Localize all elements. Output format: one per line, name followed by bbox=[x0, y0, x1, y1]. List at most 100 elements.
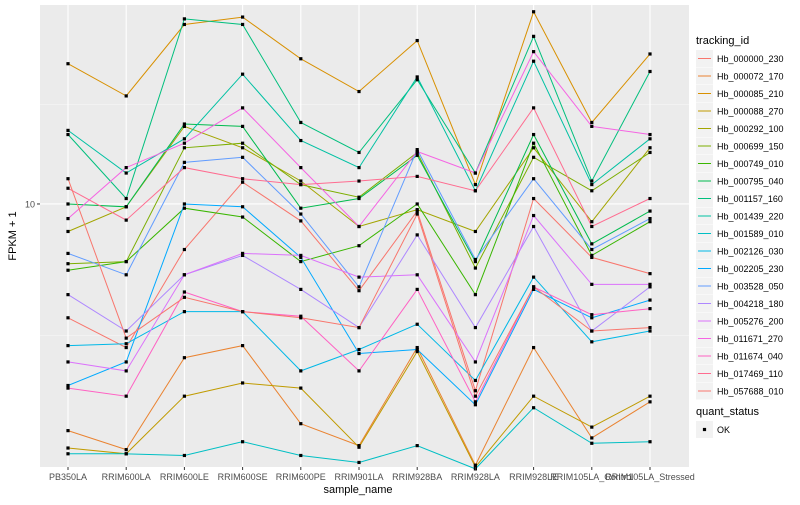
data-point bbox=[532, 177, 536, 181]
data-point bbox=[241, 177, 245, 181]
data-point bbox=[299, 255, 303, 260]
data-point bbox=[299, 138, 303, 143]
data-point bbox=[590, 179, 594, 183]
data-point bbox=[357, 150, 361, 155]
data-point bbox=[182, 165, 186, 170]
data-point bbox=[66, 446, 70, 450]
data-point bbox=[66, 344, 70, 348]
data-point bbox=[415, 287, 419, 292]
x-tick-label: RRIM928BA bbox=[392, 472, 442, 482]
data-point bbox=[648, 146, 652, 150]
data-point bbox=[66, 268, 70, 272]
data-point bbox=[532, 275, 536, 279]
data-point bbox=[415, 153, 419, 157]
data-point bbox=[473, 189, 477, 193]
legend-label: Hb_001157_160 bbox=[717, 194, 783, 204]
data-point bbox=[66, 316, 70, 320]
data-point bbox=[299, 259, 303, 264]
data-point bbox=[532, 10, 536, 14]
data-point bbox=[182, 146, 186, 150]
y-tick-label: 10 bbox=[25, 199, 35, 209]
data-point bbox=[124, 369, 128, 373]
data-point bbox=[648, 440, 652, 444]
data-point bbox=[415, 208, 419, 212]
legend-label: Hb_005276_200 bbox=[717, 317, 784, 327]
data-point bbox=[182, 453, 186, 458]
x-tick-label: PB350LA bbox=[49, 472, 87, 482]
data-point bbox=[124, 205, 128, 209]
data-point bbox=[590, 255, 594, 260]
data-point bbox=[532, 345, 536, 350]
data-point bbox=[241, 310, 245, 314]
data-point bbox=[357, 351, 361, 356]
data-point bbox=[299, 453, 303, 458]
data-point bbox=[357, 460, 361, 465]
data-point bbox=[66, 202, 70, 206]
data-point bbox=[415, 148, 419, 152]
data-point bbox=[299, 386, 303, 390]
data-point bbox=[473, 259, 477, 264]
data-point bbox=[590, 220, 594, 224]
data-point bbox=[590, 313, 594, 317]
data-point bbox=[648, 196, 652, 201]
data-point bbox=[357, 347, 361, 352]
data-point bbox=[648, 132, 652, 137]
data-point bbox=[590, 441, 594, 445]
legend-label: Hb_000795_040 bbox=[717, 177, 784, 187]
data-point bbox=[648, 52, 652, 56]
data-point bbox=[648, 325, 652, 330]
data-point bbox=[241, 440, 245, 444]
data-point bbox=[532, 213, 536, 218]
legend-label: Hb_011671_270 bbox=[717, 334, 783, 344]
data-point bbox=[124, 394, 128, 398]
data-point bbox=[473, 182, 477, 187]
legend-label: Hb_004218_180 bbox=[717, 299, 784, 309]
data-point bbox=[590, 182, 594, 187]
data-point bbox=[182, 273, 186, 277]
data-point bbox=[532, 106, 536, 110]
data-point bbox=[299, 120, 303, 125]
legend: tracking_id Hb_000000_230 Hb_000072_170 Hb… bbox=[696, 35, 784, 400]
data-point bbox=[473, 389, 477, 393]
legend-label: Hb_002126_030 bbox=[717, 247, 784, 257]
data-point bbox=[124, 165, 128, 170]
x-tick-label: RRIM600PE bbox=[276, 472, 326, 482]
legend-label: Hb_017469_110 bbox=[717, 369, 783, 379]
data-point bbox=[357, 275, 361, 279]
data-point bbox=[241, 146, 245, 150]
data-point bbox=[66, 186, 70, 190]
data-point bbox=[182, 247, 186, 252]
data-point bbox=[473, 463, 477, 467]
data-point bbox=[590, 242, 594, 246]
data-point bbox=[66, 386, 70, 390]
quant-status-legend-title: quant_status bbox=[696, 406, 759, 418]
data-point bbox=[415, 78, 419, 82]
data-point bbox=[415, 75, 419, 79]
data-point bbox=[648, 69, 652, 74]
data-point bbox=[241, 22, 245, 27]
data-point bbox=[532, 196, 536, 201]
data-point bbox=[357, 179, 361, 183]
data-point bbox=[66, 62, 70, 66]
data-point bbox=[182, 137, 186, 141]
data-point bbox=[648, 394, 652, 398]
data-point bbox=[66, 429, 70, 433]
data-point bbox=[590, 425, 594, 429]
data-point bbox=[241, 344, 245, 348]
x-axis-title: sample_name bbox=[323, 484, 392, 496]
x-tick-label: RRIM901LA bbox=[334, 472, 383, 482]
data-point bbox=[124, 94, 128, 98]
data-point bbox=[357, 445, 361, 449]
x-tick-label: RRIM928LA bbox=[451, 472, 500, 482]
data-point bbox=[241, 15, 245, 19]
data-point bbox=[590, 436, 594, 440]
axes: 10 PB350LA RRIM600LA RRIM600LE RRIM600SE RRIM… bbox=[25, 199, 695, 482]
data-point bbox=[415, 273, 419, 277]
data-point bbox=[473, 360, 477, 364]
data-point bbox=[648, 329, 652, 333]
data-point bbox=[648, 272, 652, 276]
data-point bbox=[473, 400, 477, 404]
data-point bbox=[473, 403, 477, 407]
data-point bbox=[66, 177, 70, 181]
